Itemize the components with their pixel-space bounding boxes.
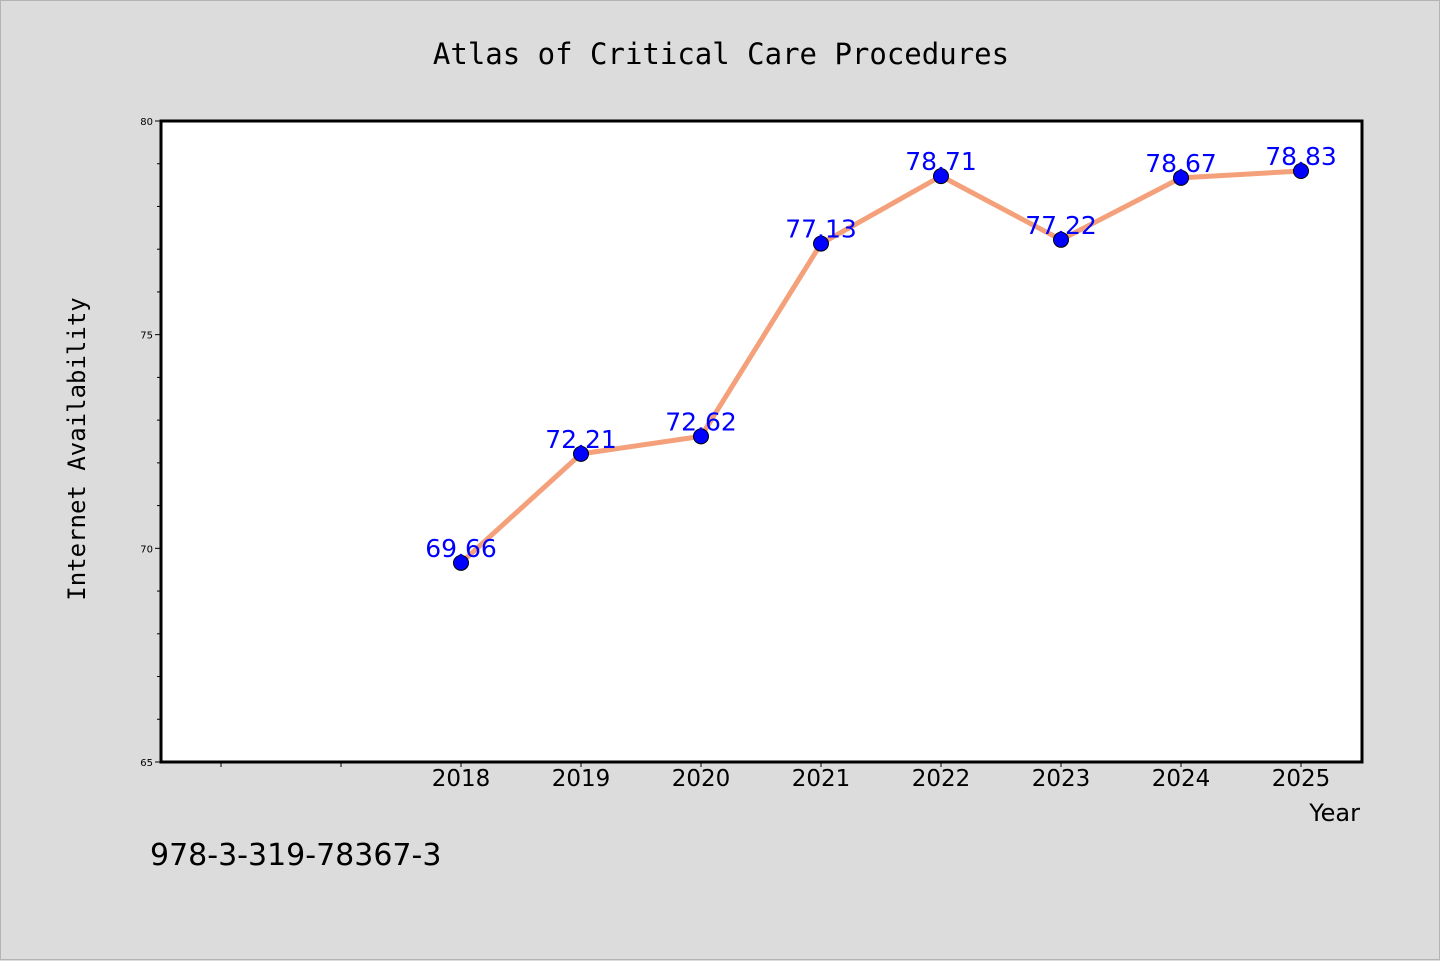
- data-point: [933, 168, 949, 185]
- x-axis: 2018 2019 2020 2021 2022 2023 2024 2025: [220, 762, 1331, 792]
- data-label: 72.62: [665, 407, 737, 436]
- data-point: [693, 428, 709, 445]
- y-axis-label: Internet Availability: [63, 297, 91, 600]
- data-label: 78.83: [1265, 142, 1337, 171]
- series-line: [458, 168, 1304, 566]
- data-point: [573, 445, 589, 462]
- data-point: [1053, 231, 1069, 248]
- x-tick-label: 2024: [1152, 766, 1211, 792]
- x-tick-label: 2019: [552, 766, 611, 792]
- x-tick-label: 2020: [672, 766, 731, 792]
- y-tick-label: 65: [140, 758, 153, 769]
- data-point: [813, 235, 829, 252]
- x-tick-label: 2025: [1272, 766, 1331, 792]
- data-point: [1173, 169, 1189, 186]
- data-label: 77.22: [1025, 211, 1097, 240]
- x-axis-label: Year: [1308, 799, 1360, 827]
- data-label: 78.67: [1145, 149, 1217, 178]
- isbn-footer: 978-3-319-78367-3: [150, 838, 441, 873]
- y-tick-label: 80: [140, 117, 153, 128]
- plot-area: [159, 119, 1364, 764]
- y-tick-label: 75: [140, 331, 153, 342]
- y-tick-label: 70: [140, 544, 153, 555]
- x-tick-label: 2022: [912, 766, 971, 792]
- series-layer: 69.66 72.21 72.62 77.13 78.71 77.22 78.67 78.83: [425, 142, 1337, 571]
- y-axis: 65 70 75 80: [140, 117, 161, 769]
- x-tick-label: 2018: [432, 766, 491, 792]
- data-point: [453, 554, 469, 571]
- data-point: [1293, 162, 1309, 179]
- data-label: 72.21: [545, 425, 617, 454]
- chart-title: Atlas of Critical Care Procedures: [433, 37, 1009, 71]
- data-label: 69.66: [425, 534, 497, 563]
- x-tick-label: 2023: [1032, 766, 1091, 792]
- data-label: 78.71: [905, 147, 977, 176]
- data-label: 77.13: [785, 215, 857, 244]
- x-tick-label: 2021: [792, 766, 851, 792]
